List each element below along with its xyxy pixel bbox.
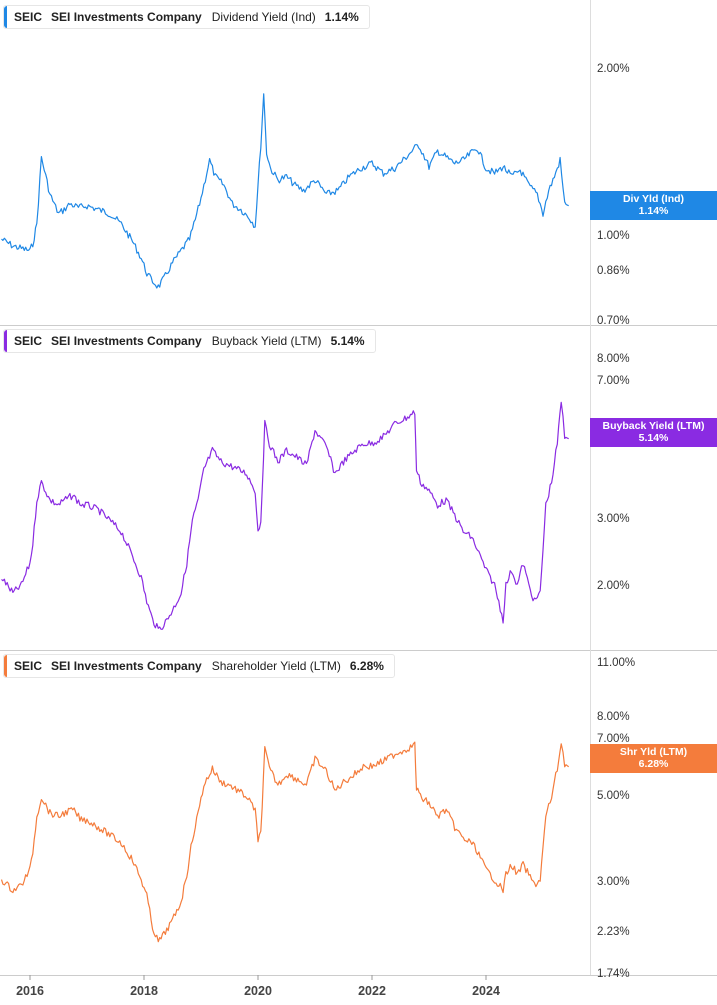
metric-value: 6.28% [349, 659, 384, 673]
x-tick-label: 2018 [130, 984, 158, 998]
badge-metric: Shr Yld (LTM) [619, 746, 688, 758]
badge-metric: Div Yld (Ind) [622, 193, 685, 205]
x-tick-label: 2024 [472, 984, 500, 998]
y-tick-label: 2.23% [597, 926, 630, 938]
y-tick-label: 0.70% [597, 315, 630, 327]
series-color-swatch [4, 655, 7, 677]
current-value-badge-shareholder: Shr Yld (LTM) 6.28% [590, 744, 717, 773]
y-tick-label: 3.00% [597, 513, 630, 525]
x-tick-label: 2016 [16, 984, 44, 998]
y-tick-label: 8.00% [597, 353, 630, 365]
series-color-swatch [4, 6, 7, 28]
company-name: SEI Investments Company [51, 659, 202, 673]
metric-value: 5.14% [330, 334, 365, 348]
ticker-label: SEIC [14, 334, 43, 348]
y-tick-label: 5.00% [597, 790, 630, 802]
y-tick-label: 7.00% [597, 733, 630, 745]
y-tick-label: 1.00% [597, 230, 630, 242]
panel-label-buyback: SEIC SEI Investments Company Buyback Yie… [3, 329, 376, 353]
metric-name: Buyback Yield (LTM) [211, 334, 322, 348]
metric-name: Dividend Yield (Ind) [211, 10, 316, 24]
y-tick-label: 3.00% [597, 876, 630, 888]
current-value-badge-buyback: Buyback Yield (LTM) 5.14% [590, 418, 717, 447]
ticker-label: SEIC [14, 659, 43, 673]
series-color-swatch [4, 330, 7, 352]
badge-value: 1.14% [638, 205, 669, 217]
company-name: SEI Investments Company [51, 334, 202, 348]
series-line-buyback-yield [1, 401, 569, 630]
y-tick-label: 11.00% [597, 657, 636, 669]
y-tick-label: 8.00% [597, 711, 630, 723]
y-tick-label: 2.00% [597, 63, 630, 75]
badge-value: 6.28% [638, 758, 669, 770]
badge-value: 5.14% [638, 432, 669, 444]
panel-label-dividend: SEIC SEI Investments Company Dividend Yi… [3, 5, 370, 29]
current-value-badge-dividend: Div Yld (Ind) 1.14% [590, 191, 717, 220]
y-tick-label: 7.00% [597, 375, 630, 387]
series-line-dividend-yield [1, 93, 569, 289]
company-name: SEI Investments Company [51, 10, 202, 24]
badge-metric: Buyback Yield (LTM) [602, 420, 705, 432]
y-tick-label: 0.86% [597, 265, 630, 277]
x-tick-label: 2020 [244, 984, 272, 998]
series-line-shareholder-yield [0, 741, 570, 943]
metric-value: 1.14% [324, 10, 359, 24]
y-tick-label: 2.00% [597, 580, 630, 592]
ticker-label: SEIC [14, 10, 43, 24]
panel-label-shareholder: SEIC SEI Investments Company Shareholder… [3, 654, 395, 678]
metric-name: Shareholder Yield (LTM) [211, 659, 341, 673]
y-tick-label: 1.74% [597, 968, 630, 980]
x-tick-label: 2022 [358, 984, 386, 998]
